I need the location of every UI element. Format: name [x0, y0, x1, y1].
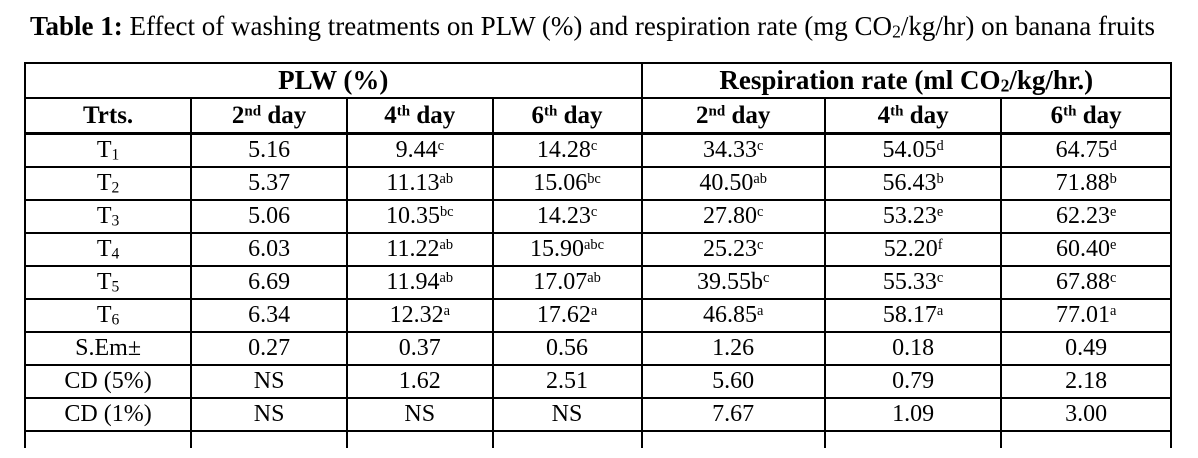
- value-cell: 60.40e: [1000, 232, 1172, 268]
- value-cell: 0.79: [823, 364, 1003, 400]
- value-cell: 1.09: [823, 397, 1003, 433]
- value-cell: 1.62: [346, 364, 494, 400]
- table-row: CD (1%) NS NS NS 7.67 1.09 3.00: [23, 397, 1172, 433]
- row-label-cell: T2: [23, 166, 193, 202]
- value-cell: 34.33c: [640, 132, 826, 169]
- column-header-resp-6th-day: 6th day: [1000, 97, 1172, 136]
- value-cell: 14.28c: [491, 132, 643, 169]
- table-body: T1 5.16 9.44c 14.28c 34.33c 54.05d 64.75d T2 5.3…: [23, 132, 1172, 449]
- column-header-plw-4th-day: 4th day: [346, 97, 494, 136]
- value-cell: 27.80c: [640, 199, 826, 235]
- value-cell: 11.22ab: [346, 232, 494, 268]
- column-header-resp-4th-day: 4th day: [823, 97, 1003, 136]
- value-cell: 62.23e: [1000, 199, 1172, 235]
- value-cell: 54.05d: [823, 132, 1003, 169]
- row-label-cell: T1: [23, 132, 193, 169]
- value-cell: 12.32a: [346, 298, 494, 334]
- value-cell: 6.03: [190, 232, 348, 268]
- cutoff-cell: [346, 430, 494, 449]
- value-cell: 77.01a: [1000, 298, 1172, 334]
- table-row: T2 5.37 11.13ab 15.06bc 40.50ab 56.43b 71.88b: [23, 166, 1172, 202]
- value-cell: 52.20f: [823, 232, 1003, 268]
- value-cell: 14.23c: [491, 199, 643, 235]
- value-cell: 6.34: [190, 298, 348, 334]
- value-cell: 39.55bc: [640, 265, 826, 301]
- value-cell: 5.06: [190, 199, 348, 235]
- table-row: T5 6.69 11.94ab 17.07ab 39.55bc 55.33c 67.88c: [23, 265, 1172, 301]
- value-cell: 11.94ab: [346, 265, 494, 301]
- value-cell: NS: [346, 397, 494, 433]
- value-cell: 71.88b: [1000, 166, 1172, 202]
- value-cell: 53.23e: [823, 199, 1003, 235]
- value-cell: 10.35bc: [346, 199, 494, 235]
- value-cell: 25.23c: [640, 232, 826, 268]
- cutoff-cell: [1000, 430, 1172, 449]
- value-cell: 0.27: [190, 331, 348, 367]
- value-cell: 5.16: [190, 132, 348, 169]
- cutoff-cell: [640, 430, 826, 449]
- value-cell: 64.75d: [1000, 132, 1172, 169]
- value-cell: 17.07ab: [491, 265, 643, 301]
- column-header-resp-2nd-day: 2nd day: [640, 97, 826, 136]
- table-row: T1 5.16 9.44c 14.28c 34.33c 54.05d 64.75d: [23, 132, 1172, 169]
- group-header-row: PLW (%) Respiration rate (ml CO2/kg/hr.): [24, 62, 1172, 100]
- row-label-cell: T4: [23, 232, 193, 268]
- table-header: PLW (%) Respiration rate (ml CO2/kg/hr.)…: [23, 62, 1172, 136]
- value-cell: 3.00: [1000, 397, 1172, 433]
- table-row: T3 5.06 10.35bc 14.23c 27.80c 53.23e 62.23e: [23, 199, 1172, 235]
- value-cell: 5.60: [640, 364, 826, 400]
- cutoff-cell: [23, 430, 193, 449]
- value-cell: 0.56: [491, 331, 643, 367]
- column-header-row: Trts. 2nd day 4th day 6th day 2nd day 4t…: [23, 97, 1172, 136]
- value-cell: 2.51: [491, 364, 643, 400]
- value-cell: 46.85a: [640, 298, 826, 334]
- group-header-respiration-rate: Respiration rate (ml CO2/kg/hr.): [640, 62, 1172, 100]
- value-cell: 17.62a: [491, 298, 643, 334]
- row-label-cell: T3: [23, 199, 193, 235]
- value-cell: 58.17a: [823, 298, 1003, 334]
- value-cell: NS: [491, 397, 643, 433]
- value-cell: 5.37: [190, 166, 348, 202]
- cutoff-cell: [823, 430, 1003, 449]
- value-cell: 7.67: [640, 397, 826, 433]
- value-cell: 40.50ab: [640, 166, 826, 202]
- row-label-cell: T5: [23, 265, 193, 301]
- value-cell: 56.43b: [823, 166, 1003, 202]
- value-cell: 55.33c: [823, 265, 1003, 301]
- value-cell: 15.90abc: [491, 232, 643, 268]
- value-cell: 6.69: [190, 265, 348, 301]
- column-header-plw-2nd-day: 2nd day: [190, 97, 348, 136]
- group-header-plw: PLW (%): [24, 62, 643, 100]
- table-row: T6 6.34 12.32a 17.62a 46.85a 58.17a 77.01a: [23, 298, 1172, 334]
- table-row: T4 6.03 11.22ab 15.90abc 25.23c 52.20f 60.40e: [23, 232, 1172, 268]
- value-cell: 0.49: [1000, 331, 1172, 367]
- value-cell: 0.37: [346, 331, 494, 367]
- table-caption: Table 1: Effect of washing treatments on…: [30, 11, 1188, 42]
- value-cell: 9.44c: [346, 132, 494, 169]
- value-cell: 1.26: [640, 331, 826, 367]
- caption-text: Effect of washing treatments on PLW (%) …: [122, 11, 1156, 42]
- table-row: CD (5%) NS 1.62 2.51 5.60 0.79 2.18: [23, 364, 1172, 400]
- row-label-cell: CD (5%): [23, 364, 193, 400]
- caption-label: Table 1:: [30, 11, 123, 41]
- data-table: PLW (%) Respiration rate (ml CO2/kg/hr.)…: [23, 62, 1172, 449]
- value-cell: 15.06bc: [491, 166, 643, 202]
- value-cell: NS: [190, 364, 348, 400]
- value-cell: 67.88c: [1000, 265, 1172, 301]
- value-cell: 11.13ab: [346, 166, 494, 202]
- table-row: S.Em± 0.27 0.37 0.56 1.26 0.18 0.49: [23, 331, 1172, 367]
- cutoff-cell: [190, 430, 348, 449]
- value-cell: 0.18: [823, 331, 1003, 367]
- value-cell: NS: [190, 397, 348, 433]
- cutoff-row: [23, 430, 1172, 449]
- cutoff-cell: [491, 430, 643, 449]
- column-header-plw-6th-day: 6th day: [491, 97, 643, 136]
- value-cell: 2.18: [1000, 364, 1172, 400]
- column-header-trts: Trts.: [23, 97, 193, 136]
- row-label-cell: S.Em±: [23, 331, 193, 367]
- row-label-cell: CD (1%): [23, 397, 193, 433]
- row-label-cell: T6: [23, 298, 193, 334]
